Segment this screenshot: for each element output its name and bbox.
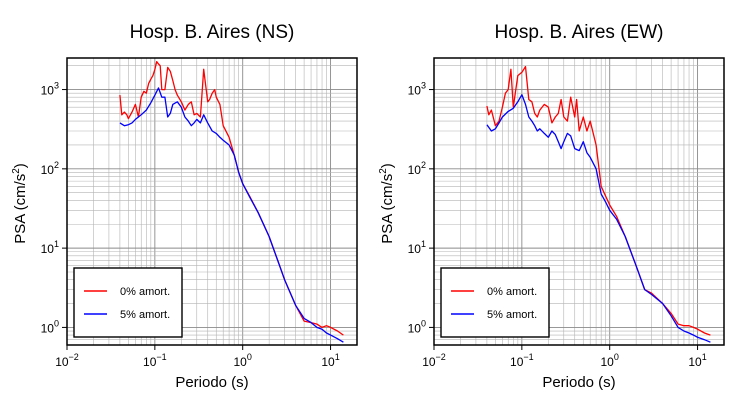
x-tick-label: 10−2 xyxy=(55,352,79,369)
legend: 0% amort. 5% amort. xyxy=(440,267,550,338)
x-tick-label: 100 xyxy=(234,352,252,369)
x-tick-label: 10−1 xyxy=(510,352,534,369)
chart-panel-1: 10−2 10−1 100 101 100 101 102 103 Hosp. B. Aires… xyxy=(11,22,358,391)
grid-lines xyxy=(433,58,725,346)
y-tick-label: 101 xyxy=(41,239,59,256)
y-tick-label: 101 xyxy=(408,239,426,256)
plot-frame xyxy=(433,57,725,346)
x-axis-label: Periodo (s) xyxy=(175,374,248,391)
chart-title: Hosp. B. Aires (EW) xyxy=(495,22,664,43)
x-tick-label: 10−1 xyxy=(143,352,167,369)
y-tick-label: 103 xyxy=(408,81,426,98)
y-tick-label: 100 xyxy=(41,318,59,335)
y-tick-label: 100 xyxy=(408,318,426,335)
legend-label: 0% amort. xyxy=(120,286,170,298)
chart-panel-2: 10−2 10−1 100 101 100 101 102 103 Hosp. B. Aires… xyxy=(378,22,725,391)
y-axis-label: PSA (cm/s2) xyxy=(378,163,396,244)
plot-frame xyxy=(66,57,358,346)
y-tick-label: 103 xyxy=(41,81,59,98)
y-axis-label: PSA (cm/s2) xyxy=(11,163,29,244)
legend-box xyxy=(73,267,183,338)
series-line-blue xyxy=(119,87,344,343)
y-tick-label: 102 xyxy=(41,160,59,177)
x-tick-label: 10−2 xyxy=(422,352,446,369)
chart-title: Hosp. B. Aires (NS) xyxy=(130,22,295,43)
x-tick-label: 101 xyxy=(321,352,339,369)
y-tick-label: 102 xyxy=(408,160,426,177)
legend-label: 5% amort. xyxy=(487,309,537,321)
x-tick-label: 101 xyxy=(688,352,706,369)
legend-label: 5% amort. xyxy=(120,309,170,321)
x-axis-label: Periodo (s) xyxy=(542,374,615,391)
x-tick-label: 100 xyxy=(601,352,619,369)
legend-label: 0% amort. xyxy=(487,286,537,298)
legend-box xyxy=(440,267,550,338)
series-line-blue xyxy=(486,94,711,343)
legend: 0% amort. 5% amort. xyxy=(73,267,183,338)
